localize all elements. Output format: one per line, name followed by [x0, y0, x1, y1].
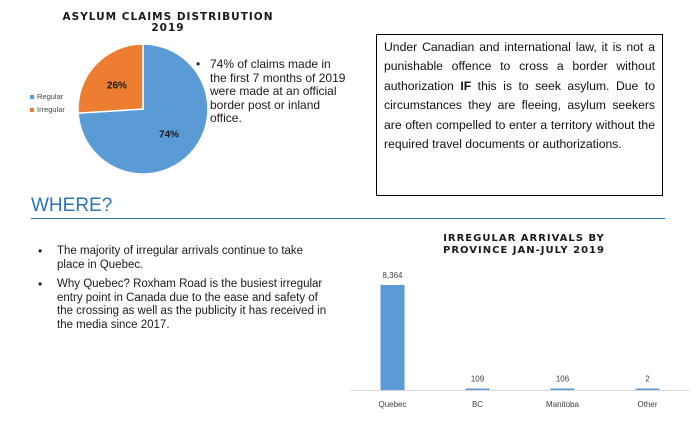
bar-value-label: 8,364: [382, 271, 403, 280]
list-item: The majority of irregular arrivals conti…: [38, 245, 328, 272]
bar-value-label: 109: [471, 375, 485, 384]
info-text-part1: Under Canadian and international law, it…: [384, 40, 655, 93]
legend-label-regular: Regular: [37, 92, 64, 101]
pie-label-irregular: 26%: [107, 81, 127, 92]
where-bullet-list: The majority of irregular arrivals conti…: [38, 245, 328, 338]
section-divider: [31, 218, 665, 219]
list-item: Why Quebec? Roxham Road is the busiest i…: [38, 278, 328, 332]
pie-legend: Regular Irregular: [30, 90, 65, 116]
x-tick-label: Manitoba: [546, 400, 579, 409]
legend-label-irregular: Irregular: [37, 105, 65, 114]
legend-swatch-regular: [30, 94, 34, 99]
pie-chart: 74% 26%: [78, 44, 208, 174]
legend-swatch-irregular: [30, 107, 34, 112]
bar-quebec: [380, 285, 405, 390]
section-heading-where: WHERE?: [31, 195, 113, 216]
x-tick-label: Quebec: [378, 400, 406, 409]
bar-bc: [465, 388, 490, 390]
pie-label-regular: 74%: [159, 129, 179, 140]
legend-item-regular: Regular: [30, 90, 65, 103]
bar-chart-title-line1: IRREGULAR ARRIVALS BY: [443, 233, 605, 244]
x-tick-label: BC: [472, 400, 483, 409]
x-tick-label: Other: [637, 400, 657, 409]
bar-chart: 8,364 Quebec 109 BC 106 Manitoba 2 Other: [350, 271, 690, 409]
pie-chart-title-line1: ASYLUM CLAIMS DISTRIBUTION: [62, 11, 274, 23]
bar-chart-title-line2: PROVINCE JAN-JULY 2019: [443, 245, 605, 256]
info-text-part2: this is to seek asylum. Due to circumsta…: [384, 78, 655, 152]
bullet-dot: •: [196, 57, 201, 71]
pie-chart-title-line2: 2019: [151, 22, 185, 34]
bar-value-label: 106: [556, 375, 570, 384]
bar-value-label: 2: [645, 375, 650, 384]
pie-bullet-note: • 74% of claims made in the first 7 mont…: [196, 57, 350, 126]
bar-chart-title: IRREGULAR ARRIVALS BY PROVINCE JAN-JULY …: [400, 233, 648, 257]
pie-chart-title: ASYLUM CLAIMS DISTRIBUTION 2019: [38, 12, 298, 34]
legend-item-irregular: Irregular: [30, 103, 65, 116]
pie-bullet-text: 74% of claims made in the first 7 months…: [210, 57, 346, 125]
pie-slice-irregular: [78, 44, 144, 114]
legal-info-box: Under Canadian and international law, it…: [376, 34, 663, 196]
bar-manitoba: [550, 388, 575, 390]
bar-other: [635, 388, 660, 390]
info-text-emphasis: IF: [460, 78, 472, 93]
